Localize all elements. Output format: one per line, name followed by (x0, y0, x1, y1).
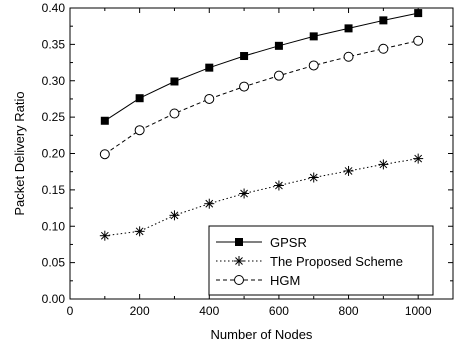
series-line (104, 12, 419, 122)
x-tick-label: 200 (130, 304, 150, 318)
x-tick-label: 600 (269, 304, 289, 318)
data-point (378, 159, 389, 170)
legend-items: GPSR The Proposed Scheme HGM (216, 235, 403, 288)
data-point (308, 172, 319, 183)
y-tick-label: 0.35 (42, 37, 66, 51)
data-point (344, 24, 353, 33)
data-point (134, 125, 145, 136)
y-tick-label: 0.15 (42, 183, 66, 197)
y-axis-title: Packet Delivery Ratio (12, 91, 27, 215)
y-tick-label: 0.30 (42, 74, 66, 88)
legend-marker (235, 238, 243, 246)
legend-label: HGM (270, 273, 300, 288)
y-tick-label: 0.20 (42, 147, 66, 161)
data-point (134, 226, 145, 237)
data-point (170, 77, 179, 86)
data-point (413, 153, 424, 164)
data-point (169, 210, 180, 221)
data-point (413, 35, 424, 46)
legend-marker (234, 256, 244, 266)
x-axis-title: Number of Nodes (211, 327, 313, 342)
legend-box (208, 225, 434, 296)
data-point (378, 43, 389, 54)
data-point (204, 198, 215, 209)
data-point (343, 51, 354, 62)
data-point (99, 149, 110, 160)
x-tick-label: 0 (67, 304, 74, 318)
legend-label: GPSR (270, 235, 307, 250)
data-point (414, 9, 423, 18)
series-gpsr (100, 9, 423, 125)
y-tick-label: 0.05 (42, 256, 66, 270)
y-tick-label: 0.10 (42, 219, 66, 233)
data-point (135, 94, 144, 103)
series-line (104, 158, 419, 237)
axis-ticks: 0 200 400 600 800 1000 0.00 0.05 0.10 0.15 0.20 0.2… (42, 1, 453, 318)
legend: GPSR The Proposed Scheme HGM (208, 225, 434, 296)
series-hgm (99, 35, 424, 160)
data-point (169, 108, 180, 119)
data-point (204, 93, 215, 104)
data-point (308, 60, 319, 71)
data-point (273, 180, 284, 191)
data-point (100, 116, 109, 125)
data-point (99, 230, 110, 241)
x-tick-label: 400 (199, 304, 219, 318)
x-tick-label: 1000 (405, 304, 432, 318)
data-point (273, 70, 284, 81)
series-layer (99, 9, 424, 241)
data-point (343, 165, 354, 176)
data-point (239, 188, 250, 199)
data-point (239, 81, 250, 92)
y-tick-label: 0.25 (42, 110, 66, 124)
data-point (205, 63, 214, 72)
data-point (309, 32, 318, 41)
legend-label: The Proposed Scheme (270, 254, 403, 269)
data-point (240, 52, 249, 61)
data-point (274, 41, 283, 50)
x-tick-label: 800 (339, 304, 359, 318)
data-point (379, 16, 388, 25)
y-tick-label: 0.00 (42, 292, 66, 306)
series-the-proposed-scheme (99, 153, 424, 241)
legend-marker (234, 275, 244, 285)
y-tick-label: 0.40 (42, 1, 66, 15)
series-line (104, 40, 419, 155)
